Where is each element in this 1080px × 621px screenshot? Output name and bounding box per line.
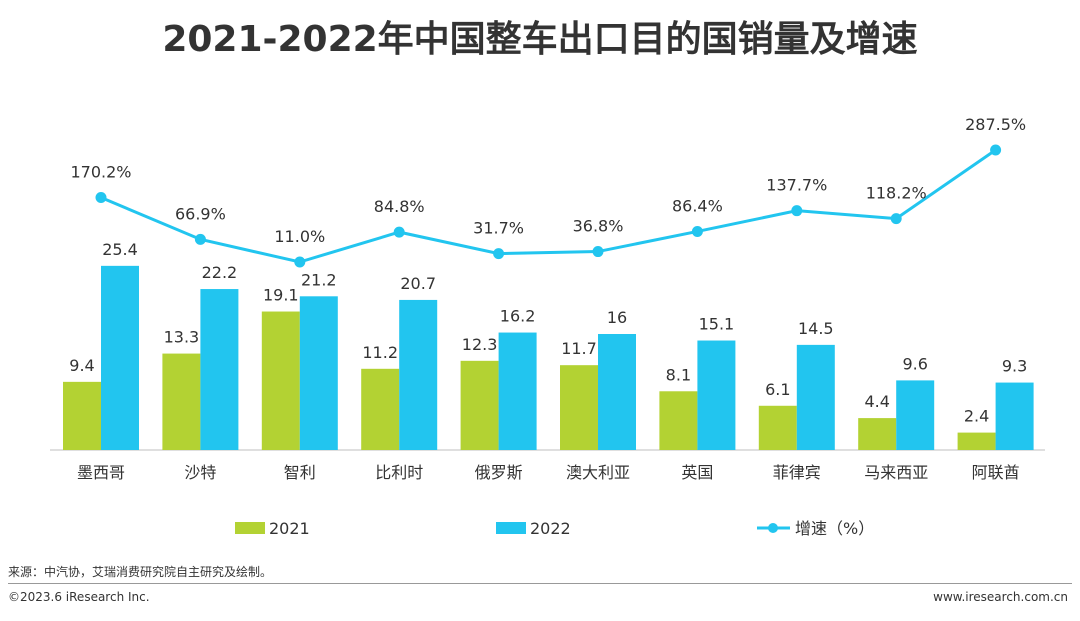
bar-2021-0	[63, 381, 101, 450]
bar-2021-4	[460, 360, 499, 450]
growth-point-0	[95, 192, 107, 204]
bar-label-2021-1: 13.3	[164, 328, 200, 347]
bar-2021-5	[560, 365, 598, 450]
growth-point-3	[393, 226, 405, 238]
legend-swatch-2022	[496, 522, 526, 534]
bar-label-2022-9: 9.3	[1002, 357, 1027, 376]
bar-label-2022-0: 25.4	[102, 240, 138, 259]
growth-label-3: 84.8%	[374, 197, 425, 216]
bar-label-2021-7: 6.1	[765, 380, 790, 399]
legend-swatch-2021	[235, 522, 265, 534]
bar-label-2022-6: 15.1	[699, 315, 735, 334]
growth-point-1	[194, 233, 206, 245]
growth-label-7: 137.7%	[766, 176, 827, 195]
bar-label-2022-8: 9.6	[902, 354, 927, 373]
x-tick-label-4: 俄罗斯	[475, 463, 523, 482]
growth-point-5	[592, 246, 604, 258]
bar-2022-5	[598, 334, 636, 450]
growth-line	[100, 148, 997, 264]
bar-2021-1	[162, 353, 201, 450]
growth-point-4	[493, 248, 505, 260]
bar-2021-6	[659, 391, 698, 450]
growth-label-6: 86.4%	[672, 196, 723, 215]
bar-2022-1	[200, 289, 239, 450]
bar-label-2022-2: 21.2	[301, 270, 337, 289]
growth-point-2	[294, 256, 306, 268]
legend-label-growth: 增速（%）	[795, 519, 874, 538]
x-tick-label-5: 澳大利亚	[566, 463, 630, 482]
bar-label-2021-6: 8.1	[666, 365, 691, 384]
source-note: 来源：中汽协，艾瑞消费研究院自主研究及绘制。	[8, 565, 273, 579]
bar-2022-7	[796, 344, 835, 450]
growth-label-4: 31.7%	[473, 219, 524, 238]
bar-2022-0	[101, 265, 139, 450]
bar-label-2022-5: 16	[607, 308, 627, 327]
bar-2021-7	[758, 405, 797, 450]
chart-title: 2021-2022年中国整车出口目的国销量及增速	[162, 19, 918, 60]
x-tick-label-3: 比利时	[375, 463, 423, 482]
growth-point-7	[791, 205, 803, 217]
x-tick-label-7: 菲律宾	[773, 463, 821, 482]
growth-label-8: 118.2%	[866, 184, 927, 203]
growth-point-9	[990, 144, 1002, 156]
legend-swatch-growth-dot	[768, 523, 778, 533]
x-tick-label-9: 阿联酋	[972, 463, 1020, 482]
growth-label-5: 36.8%	[573, 217, 624, 236]
website: www.iresearch.com.cn	[933, 590, 1068, 604]
growth-label-2: 11.0%	[274, 227, 325, 246]
bar-label-2021-3: 11.2	[362, 343, 398, 362]
bar-2021-9	[957, 432, 996, 450]
bar-label-2021-8: 4.4	[864, 392, 889, 411]
bar-2021-8	[858, 418, 897, 450]
bar-label-2022-1: 22.2	[202, 263, 238, 282]
combo-chart: 9.4 25.4 墨西哥 13.3 22.2 沙特 19.121.2 智利 11.2 20.7 比利…	[50, 115, 1045, 538]
growth-label-1: 66.9%	[175, 204, 226, 223]
x-tick-label-0: 墨西哥	[77, 463, 125, 482]
x-tick-label-2: 智利	[284, 463, 316, 482]
bar-2022-9	[995, 382, 1034, 450]
bar-label-2022-7: 14.5	[798, 319, 834, 338]
bar-label-2021-5: 11.7	[561, 339, 597, 358]
bar-2022-8	[896, 380, 935, 450]
bar-2022-4	[498, 332, 537, 450]
bar-2021-3	[361, 368, 400, 450]
bar-label-2021-4: 12.3	[462, 335, 498, 354]
bar-2021-2	[261, 311, 300, 450]
growth-label-9: 287.5%	[965, 115, 1026, 134]
growth-label-0: 170.2%	[70, 163, 131, 182]
bar-label-2021-2: 19.1	[263, 286, 299, 305]
footer-divider	[8, 583, 1072, 584]
growth-point-6	[691, 225, 703, 237]
x-tick-label-1: 沙特	[184, 463, 216, 482]
bar-2022-2	[299, 296, 338, 450]
copyright: ©2023.6 iResearch Inc.	[8, 590, 150, 604]
bar-2022-6	[697, 340, 736, 450]
x-tick-label-6: 英国	[681, 463, 713, 482]
legend-label-2022: 2022	[530, 519, 571, 538]
bar-label-2022-4: 16.2	[500, 307, 536, 326]
bar-label-2022-3: 20.7	[400, 274, 436, 293]
growth-point-8	[890, 213, 902, 225]
bar-2022-3	[399, 299, 438, 450]
bar-label-2021-9: 2.4	[964, 407, 989, 426]
bar-label-2021-0: 9.4	[69, 356, 94, 375]
x-tick-label-8: 马来西亚	[864, 463, 928, 482]
legend-label-2021: 2021	[269, 519, 310, 538]
